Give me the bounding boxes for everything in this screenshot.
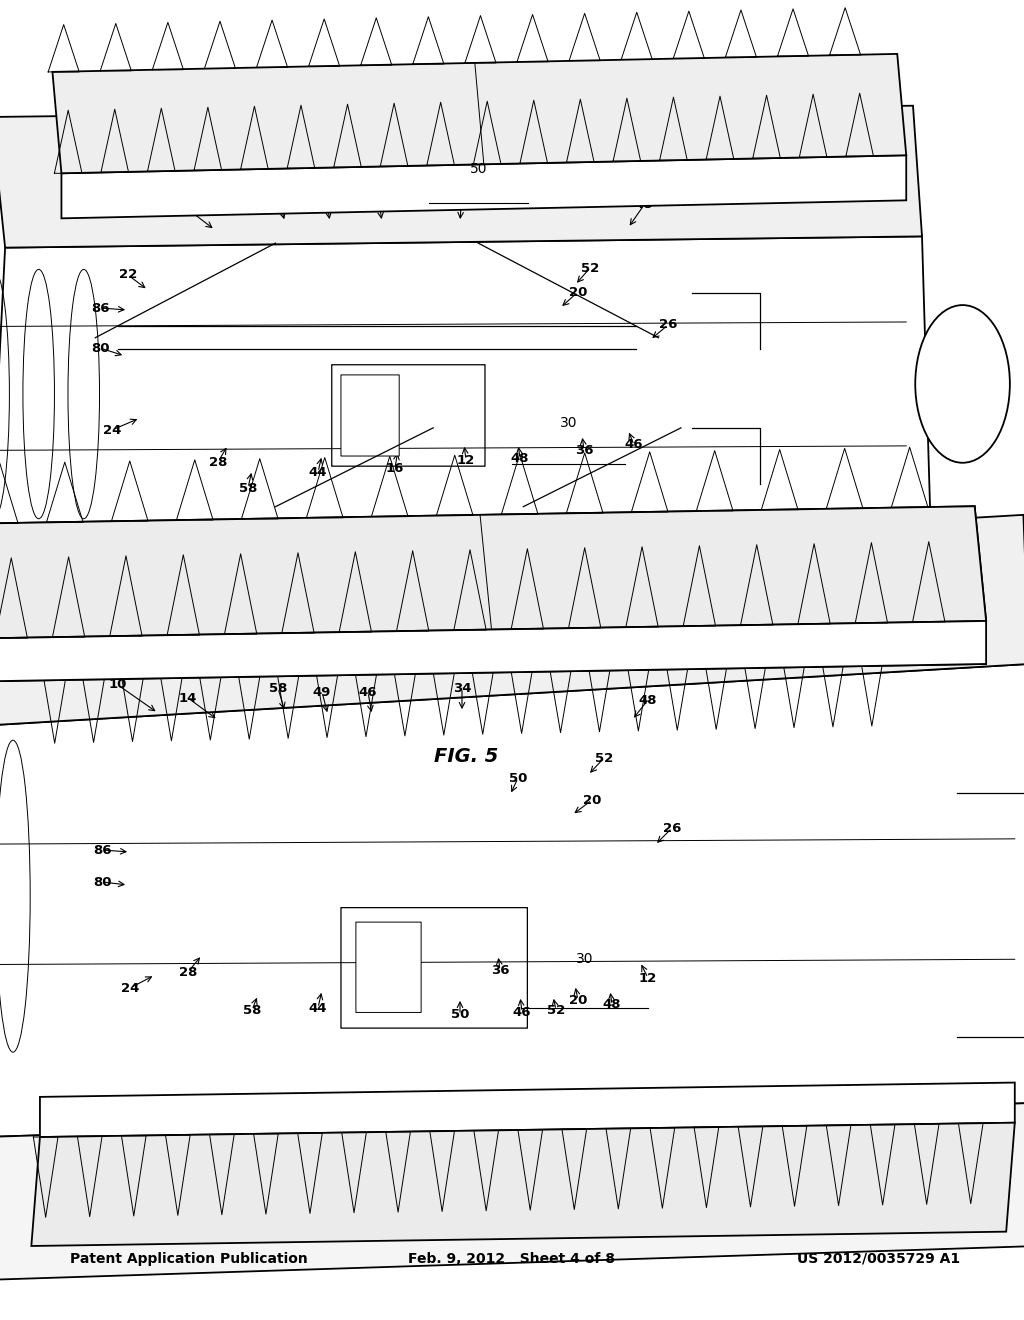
Polygon shape <box>0 515 1024 730</box>
Polygon shape <box>61 156 906 218</box>
Text: 20: 20 <box>583 793 601 807</box>
Text: FIG. 6: FIG. 6 <box>434 100 498 119</box>
Text: 44: 44 <box>309 1002 328 1015</box>
Text: 20: 20 <box>568 994 587 1006</box>
Text: 22: 22 <box>119 268 137 281</box>
Text: 44: 44 <box>309 466 328 479</box>
Text: 14: 14 <box>179 692 198 705</box>
Text: 58: 58 <box>243 1003 261 1016</box>
Polygon shape <box>52 54 906 173</box>
Polygon shape <box>0 540 931 680</box>
Polygon shape <box>0 620 986 681</box>
Text: 50: 50 <box>509 771 527 784</box>
Text: 24: 24 <box>102 424 121 437</box>
Text: 58: 58 <box>239 482 257 495</box>
Polygon shape <box>0 236 931 556</box>
Polygon shape <box>43 564 906 676</box>
Text: 26: 26 <box>658 318 677 331</box>
Polygon shape <box>0 106 922 248</box>
Text: 28: 28 <box>179 965 198 978</box>
Text: 50: 50 <box>469 162 487 176</box>
Text: 12: 12 <box>639 972 657 985</box>
Text: Feb. 9, 2012   Sheet 4 of 8: Feb. 9, 2012 Sheet 4 of 8 <box>409 1251 615 1266</box>
FancyBboxPatch shape <box>356 923 421 1012</box>
Text: 49: 49 <box>312 685 331 698</box>
Text: 48: 48 <box>635 198 653 211</box>
Text: 48: 48 <box>603 998 622 1011</box>
Text: 58: 58 <box>269 681 287 694</box>
Text: 30: 30 <box>559 416 578 430</box>
Polygon shape <box>0 664 1024 1140</box>
Text: 49: 49 <box>316 190 335 203</box>
Text: 46: 46 <box>358 685 377 698</box>
Polygon shape <box>0 507 986 638</box>
Text: Patent Application Publication: Patent Application Publication <box>70 1251 308 1266</box>
Text: 14: 14 <box>176 201 195 214</box>
Text: 80: 80 <box>93 875 112 888</box>
Text: 20: 20 <box>568 285 587 298</box>
Polygon shape <box>40 1082 1015 1137</box>
Text: 46: 46 <box>369 189 387 202</box>
Text: 36: 36 <box>490 964 509 977</box>
Text: US 2012/0035729 A1: US 2012/0035729 A1 <box>797 1251 961 1266</box>
Text: 58: 58 <box>269 190 287 203</box>
Text: 34: 34 <box>453 183 471 197</box>
Text: 28: 28 <box>209 455 227 469</box>
Text: 24: 24 <box>121 982 139 994</box>
Text: 10: 10 <box>105 183 124 197</box>
Text: 52: 52 <box>581 261 599 275</box>
Text: FIG. 5: FIG. 5 <box>434 747 498 766</box>
Text: 86: 86 <box>91 301 110 314</box>
Polygon shape <box>0 1102 1024 1283</box>
Text: 10: 10 <box>109 678 127 692</box>
Text: 34: 34 <box>453 681 471 694</box>
Text: 16: 16 <box>373 1002 391 1015</box>
Text: 46: 46 <box>513 1006 531 1019</box>
FancyBboxPatch shape <box>341 908 527 1028</box>
Text: 50: 50 <box>451 1008 469 1022</box>
Text: 52: 52 <box>547 1003 565 1016</box>
Text: 48: 48 <box>511 451 529 465</box>
FancyBboxPatch shape <box>341 375 399 455</box>
Text: 30: 30 <box>575 952 594 966</box>
Text: 80: 80 <box>91 342 110 355</box>
Text: 52: 52 <box>595 751 613 764</box>
Text: 46: 46 <box>625 438 643 451</box>
Ellipse shape <box>915 305 1010 463</box>
Text: 36: 36 <box>574 444 593 457</box>
Text: 16: 16 <box>386 462 404 474</box>
FancyBboxPatch shape <box>332 364 485 466</box>
Text: 26: 26 <box>663 821 681 834</box>
Text: 48: 48 <box>639 693 657 706</box>
Polygon shape <box>50 517 906 581</box>
Polygon shape <box>32 1123 1015 1246</box>
Text: 12: 12 <box>457 454 475 466</box>
Text: 86: 86 <box>93 843 112 857</box>
